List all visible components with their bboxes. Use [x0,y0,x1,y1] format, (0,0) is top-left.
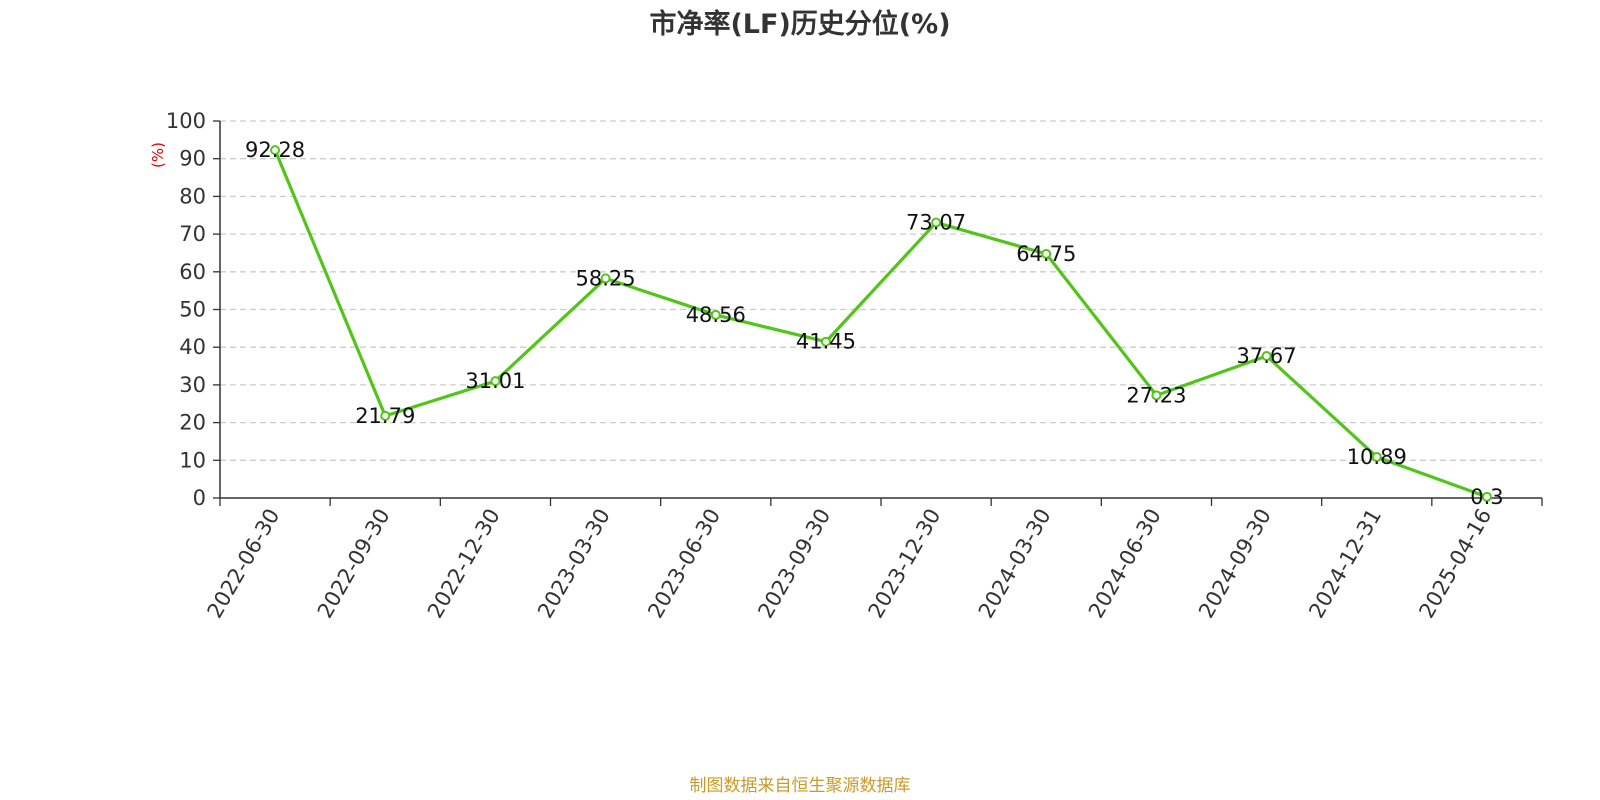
y-axis-unit-label: (%) [149,142,167,168]
data-point-1 [380,410,391,421]
x-tick-label-11: 2025-04-16 [1414,505,1496,623]
x-tick-label-6: 2023-12-30 [864,504,946,622]
y-tick-label-2: 20 [179,411,206,435]
y-tick-label-3: 30 [179,373,206,397]
x-tick-label-9: 2024-09-30 [1194,505,1276,623]
y-tick-label-1: 10 [179,448,206,472]
data-label-4: 48.56 [686,303,746,327]
data-point-9 [1261,350,1272,361]
x-tick-label-1: 2022-09-30 [313,505,395,623]
x-tick-label-8: 2024-06-30 [1084,505,1166,623]
x-tick-label-0: 2022-06-30 [203,505,285,623]
x-tick-label-7: 2024-03-30 [974,505,1056,623]
y-tick-label-4: 40 [179,335,206,359]
series-line-group [270,145,1492,502]
x-tick-label-10: 2024-12-31 [1304,505,1386,623]
data-label-8: 27.23 [1126,383,1186,407]
chart-title: 市净率(LF)历史分位(%) [649,8,950,40]
y-tick-label-5: 50 [179,298,206,322]
data-point-2 [490,376,501,387]
data-label-9: 37.67 [1237,344,1297,368]
data-label-10: 10.89 [1347,445,1407,469]
y-tick-label-0: 0 [193,486,206,510]
data-point-6 [931,217,942,228]
data-label-7: 64.75 [1016,242,1076,266]
data-label-1: 21.79 [355,404,415,428]
data-point-7 [1041,248,1052,259]
x-tick-label-3: 2023-03-30 [533,505,615,623]
data-label-0: 92.28 [245,138,305,162]
x-tick-label-5: 2023-09-30 [753,505,835,623]
data-point-11 [1481,491,1492,502]
series-line-0 [273,149,1488,499]
data-point-4 [710,309,721,320]
data-point-10 [1371,451,1382,462]
x-tick-label-2: 2022-12-30 [423,504,505,622]
y-tick-label-9: 90 [179,147,206,171]
data-point-3 [600,273,611,284]
x-axis-ticks: 2022-06-30 2022-09-30 2022-12-30 2023-03-30… [203,498,1543,623]
x-tick-label-4: 2023-06-30 [643,505,725,623]
grid-lines [220,120,1542,461]
data-label-3: 58.25 [576,266,636,290]
y-tick-label-6: 60 [179,260,206,284]
y-tick-label-10: 100 [166,109,206,133]
data-label-11: 0.3 [1470,485,1503,509]
data-point-0 [270,145,281,156]
y-axis-ticks: 0 10 20 30 40 50 60 70 80 90 100 [166,109,220,510]
data-labels: 92.28 21.79 31.01 58.25 48.56 41.45 73.07 64.75… [245,138,1504,509]
data-label-6: 73.07 [906,211,966,235]
data-point-5 [820,336,831,347]
data-point-8 [1151,390,1162,401]
data-label-2: 31.01 [465,369,525,393]
source-footer: 制图数据来自恒生聚源数据库 [690,776,911,796]
y-tick-label-8: 80 [179,184,206,208]
data-label-5: 41.45 [796,330,856,354]
y-tick-label-7: 70 [179,222,206,246]
